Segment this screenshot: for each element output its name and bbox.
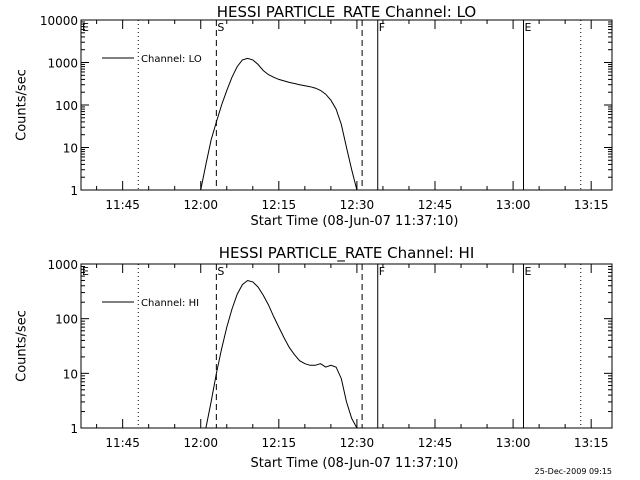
plot-frame <box>80 263 613 429</box>
chart-title: HESSI PARTICLE_RATE Channel: HI <box>219 244 475 263</box>
legend: Channel: LO <box>102 54 202 65</box>
x-tick-label: 13:00 <box>496 436 531 450</box>
y-tick-label: 100 <box>55 99 78 113</box>
y-tick-label: 10000 <box>40 14 78 28</box>
x-tick-label: 12:00 <box>183 436 218 450</box>
legend-entry: Channel: LO <box>141 54 202 65</box>
x-tick-label: 13:15 <box>574 198 609 212</box>
axis-ticks: 11:45 12:00 12:15 12:30 12:45 13:00 13:15 1 10 10… <box>40 14 612 212</box>
series-layer <box>205 279 358 429</box>
x-axis-label: Start Time (08-Jun-07 11:37:10) <box>251 214 459 229</box>
legend-entry: Channel: HI <box>141 298 199 309</box>
event-marker-label: E <box>525 265 532 278</box>
event-marker-label: F <box>379 265 385 278</box>
chart-hi: HESSI PARTICLE_RATE Channel: HI Counts/s… <box>15 244 613 471</box>
x-tick-label: 11:45 <box>105 436 140 450</box>
x-tick-label: 12:30 <box>340 198 375 212</box>
event-marker-label: S <box>217 21 224 34</box>
x-tick-label: 12:00 <box>183 198 218 212</box>
chart-lo: HESSI PARTICLE_RATE Channel: LO Counts/s… <box>15 3 613 229</box>
x-tick-label: 11:45 <box>105 198 140 212</box>
x-tick-label: 12:15 <box>262 198 297 212</box>
y-tick-label: 10 <box>63 142 78 156</box>
x-tick-label: 13:15 <box>574 436 609 450</box>
axis-ticks: 11:45 12:00 12:15 12:30 12:45 13:00 13:15 1 10 10… <box>47 258 612 450</box>
series-layer <box>200 57 358 191</box>
event-marker-label: E <box>525 21 532 34</box>
chart-title: HESSI PARTICLE_RATE Channel: LO <box>217 3 476 22</box>
x-tick-label: 12:30 <box>340 436 375 450</box>
series-line <box>205 279 358 429</box>
x-tick-label: 12:15 <box>262 436 297 450</box>
legend: Channel: HI <box>102 298 199 309</box>
y-tick-label: 1000 <box>47 57 78 71</box>
series-line <box>200 57 358 191</box>
x-tick-label: 12:45 <box>418 198 453 212</box>
x-axis-label: Start Time (08-Jun-07 11:37:10) <box>251 456 459 471</box>
y-tick-label: 1 <box>70 422 78 436</box>
y-tick-label: 1 <box>70 184 78 198</box>
event-marker-label: S <box>217 265 224 278</box>
event-marker-label: F <box>379 21 385 34</box>
y-axis-label: Counts/sec <box>15 310 30 382</box>
y-tick-label: 10 <box>63 367 78 381</box>
event-marker-label: E <box>82 265 89 278</box>
plot-frame <box>80 19 613 191</box>
y-axis-label: Counts/sec <box>15 69 30 141</box>
event-marker-label: E <box>82 21 89 34</box>
y-tick-label: 1000 <box>47 258 78 272</box>
footer-timestamp: 25-Dec-2009 09:15 <box>535 467 612 476</box>
x-tick-label: 13:00 <box>496 198 531 212</box>
x-tick-label: 12:45 <box>418 436 453 450</box>
y-tick-label: 100 <box>55 313 78 327</box>
